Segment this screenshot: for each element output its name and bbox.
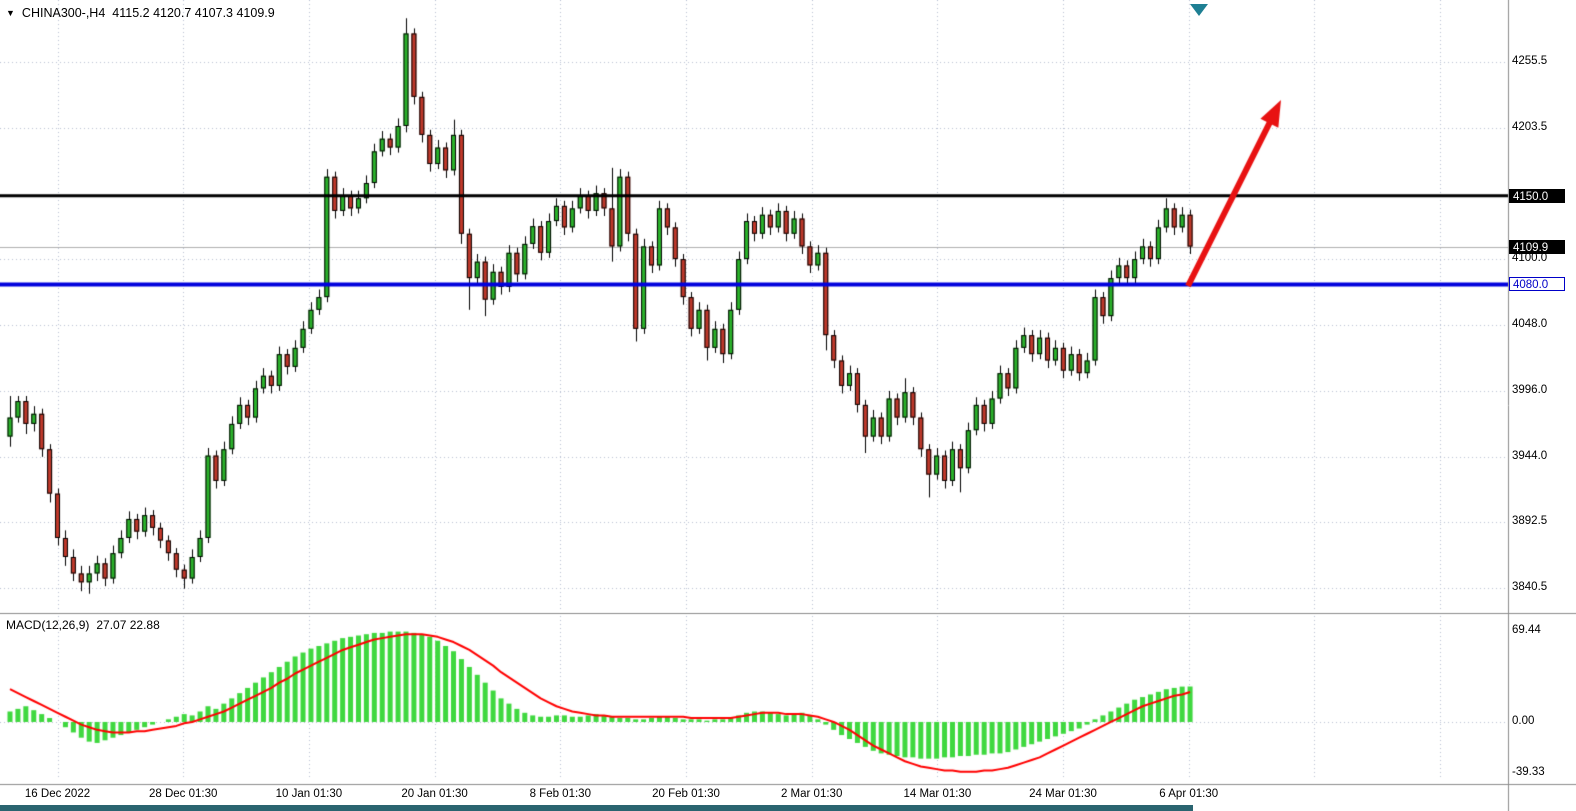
- macd-axis-label: 69.44: [1512, 624, 1541, 636]
- time-axis: 16 Dec 2022 28 Dec 01:30 10 Jan 01:30 20 Ja…: [0, 788, 1508, 806]
- price-axis-label: 4203.5: [1512, 120, 1548, 133]
- time-axis-label: 6 Apr 01:30: [1159, 788, 1219, 800]
- macd-axis-label: -39.33: [1512, 766, 1545, 779]
- price-axis-label: 4100.0: [1512, 252, 1548, 265]
- macd-axis-label: 0.00: [1512, 714, 1535, 727]
- time-axis-label: 2 Mar 01:30: [780, 788, 843, 800]
- price-axis-label: 3840.5: [1512, 581, 1548, 594]
- time-axis-label: 20 Jan 01:30: [401, 788, 468, 800]
- price-axis-label: 4048.0: [1512, 318, 1548, 330]
- price-badge: 4150.0: [1509, 188, 1565, 203]
- symbol-info: ▼ CHINA300-,H4 4115.2 4120.7 4107.3 4109…: [6, 6, 275, 20]
- time-axis-label: 16 Dec 2022: [24, 788, 91, 800]
- macd-name: MACD(12,26,9): [6, 618, 90, 632]
- chart-shift-marker-icon[interactable]: [1190, 4, 1208, 16]
- symbol-name: CHINA300-,H4: [21, 6, 106, 20]
- macd-axis: 69.44 0.00 -39.33: [1509, 0, 1576, 811]
- symbol-dropdown-icon[interactable]: ▼: [6, 8, 15, 18]
- price-axis-label: 3892.5: [1512, 515, 1548, 528]
- price-badge: 4109.9: [1509, 239, 1565, 254]
- time-axis-label: 28 Dec 01:30: [148, 788, 218, 800]
- price-axis-label: 3944.0: [1512, 449, 1548, 462]
- time-axis-label: 14 Mar 01:30: [903, 788, 972, 800]
- price-badge: 4080.0: [1509, 277, 1565, 292]
- price-axis-label: 4255.5: [1512, 54, 1548, 67]
- time-axis-label: 10 Jan 01:30: [275, 788, 343, 800]
- macd-indicator-label: MACD(12,26,9) 27.07 22.88: [6, 618, 160, 632]
- time-axis-label: 24 Mar 01:30: [1029, 788, 1097, 800]
- symbol-ohlc: 4115.2 4120.7 4107.3 4109.9: [112, 6, 275, 20]
- horizontal-scrollbar-thumb[interactable]: [0, 805, 1193, 811]
- time-axis-label: 20 Feb 01:30: [652, 788, 720, 800]
- macd-values: 27.07 22.88: [96, 618, 160, 632]
- price-axis: 4255.5 4203.5 4100.0 4048.0 3996.0 3944.0 3892…: [1509, 0, 1576, 811]
- price-axis-label: 3996.0: [1512, 383, 1548, 396]
- time-axis-label: 8 Feb 01:30: [529, 788, 591, 800]
